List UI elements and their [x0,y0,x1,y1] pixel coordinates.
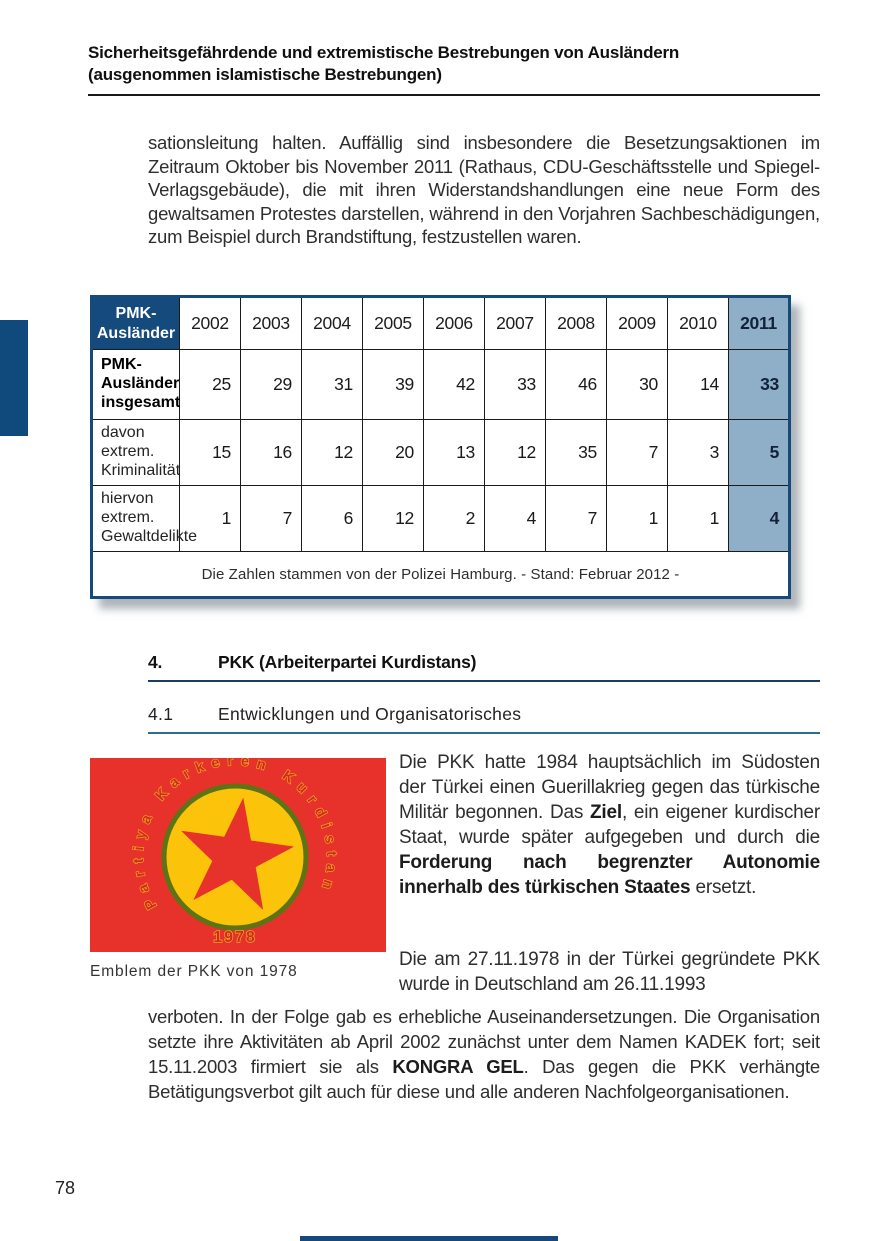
year-header-cell: 2003 [240,296,302,350]
emblem-star [181,797,295,910]
pmk-auslaender-table: PMK- Ausländer 2002 2003 2004 2005 2006 … [90,295,791,599]
value-cell: 13 [423,419,485,486]
year-header-cell: 2009 [606,296,668,350]
running-head-line1: Sicherheitsgefährdende und extremistisch… [88,43,680,62]
value-cell: 7 [545,485,607,552]
value-cell: 16 [240,419,302,486]
table-header-row: PMK- Ausländer 2002 2003 2004 2005 2006 … [91,296,790,350]
value-cell: 46 [545,349,607,420]
table-footnote-row: Die Zahlen stammen von der Polizei Hambu… [91,551,790,598]
section-4-1-heading: 4.1 Entwicklungen und Organisatorisches [148,704,820,734]
text-segment: . Das gegen die PKK verhängte Betätigung… [148,1056,820,1102]
value-cell: 1 [606,485,668,552]
table-footnote: Die Zahlen stammen von der Polizei Hambu… [91,551,790,598]
value-cell: 39 [362,349,424,420]
value-cell: 2 [423,485,485,552]
text-segment-bold: Ziel [590,802,622,823]
running-head: Sicherheitsgefährdende und extremistisch… [88,42,820,96]
value-cell: 15 [179,419,241,486]
table-row: PMK- Ausländer insgesamt 25 29 31 39 42 … [91,349,790,420]
row-label-cell: PMK- Ausländer insgesamt [91,349,180,420]
value-cell: 4 [484,485,546,552]
text-segment-bold: KONGRA GEL [392,1056,524,1077]
value-cell: 31 [301,349,363,420]
value-cell: 33 [484,349,546,420]
value-cell: 29 [240,349,302,420]
section-4-heading: 4. PKK (Arbeiterpartei Kurdistans) [148,652,820,682]
year-header-cell: 2008 [545,296,607,350]
row-label-cell: davon extrem. Kriminalität [91,419,180,486]
emblem-caption: Emblem der PKK von 1978 [90,963,298,980]
year-header-cell: 2005 [362,296,424,350]
value-cell: 12 [362,485,424,552]
text-segment-bold: Forderung nach begrenzter Autonomie inne… [399,852,820,898]
table-row: davon extrem. Kriminalität 15 16 12 20 1… [91,419,790,486]
value-cell-highlighted: 5 [728,419,790,486]
value-cell-highlighted: 33 [728,349,790,420]
text-segment: ersetzt. [690,877,757,898]
table-corner-cell: PMK- Ausländer [91,296,180,350]
year-header-cell-highlighted: 2011 [728,296,790,350]
section-4-title: PKK (Arbeiterpartei Kurdistans) [218,652,477,672]
text-segment: Die PKK hatte 1984 hauptsächlich im Südo… [399,752,820,823]
text-segment: verboten. In der Folge gab es erhebliche… [148,1006,820,1077]
value-cell: 1 [179,485,241,552]
value-cell: 25 [179,349,241,420]
value-cell: 12 [484,419,546,486]
value-cell: 35 [545,419,607,486]
section-4-1-title: Entwicklungen und Organisatorisches [218,704,522,724]
pkk-emblem-figure: Partiya Karkerên Kurdistan 1978 Emblem d… [90,758,386,981]
text-segment: , ein eigener kurdischer Staat, wurde sp… [399,802,820,848]
pmk-table-wrapper: PMK- Ausländer 2002 2003 2004 2005 2006 … [90,295,791,599]
value-cell: 12 [301,419,363,486]
value-cell: 1 [667,485,729,552]
pkk-history-paragraph: Die PKK hatte 1984 hauptsächlich im Südo… [399,750,820,900]
pkk-emblem-image: Partiya Karkerên Kurdistan 1978 [90,758,386,952]
year-header-cell: 2006 [423,296,485,350]
value-cell-highlighted: 4 [728,485,790,552]
section-4-1-number: 4.1 [148,704,174,724]
value-cell: 6 [301,485,363,552]
year-header-cell: 2004 [301,296,363,350]
page-number: 78 [55,1178,76,1198]
intro-paragraph: sationsleitung halten. Auffällig sind in… [148,132,820,247]
row-label-cell: hiervon extrem. Gewaltdelikte [91,485,197,552]
value-cell: 20 [362,419,424,486]
section-4-number: 4. [148,652,163,672]
bottom-accent-bar [300,1236,558,1241]
value-cell: 3 [667,419,729,486]
year-header-cell: 2002 [179,296,241,350]
value-cell: 42 [423,349,485,420]
pkk-founding-paragraph-right-column: Die am 27.11.1978 in der Türkei gegründe… [399,949,820,995]
value-cell: 7 [240,485,302,552]
pkk-founding-paragraph-full-width: verboten. In der Folge gab es erhebliche… [148,1004,820,1104]
year-header-cell: 2007 [484,296,546,350]
value-cell: 30 [606,349,668,420]
year-header-cell: 2010 [667,296,729,350]
page-edge-index-tab [0,320,28,436]
table-row: hiervon extrem. Gewaltdelikte 1 7 6 12 2… [91,485,790,552]
value-cell: 7 [606,419,668,486]
running-head-line2: (ausgenommen islamistische Bestrebungen) [88,64,442,84]
emblem-year-text: 1978 [213,929,257,946]
value-cell: 14 [667,349,729,420]
